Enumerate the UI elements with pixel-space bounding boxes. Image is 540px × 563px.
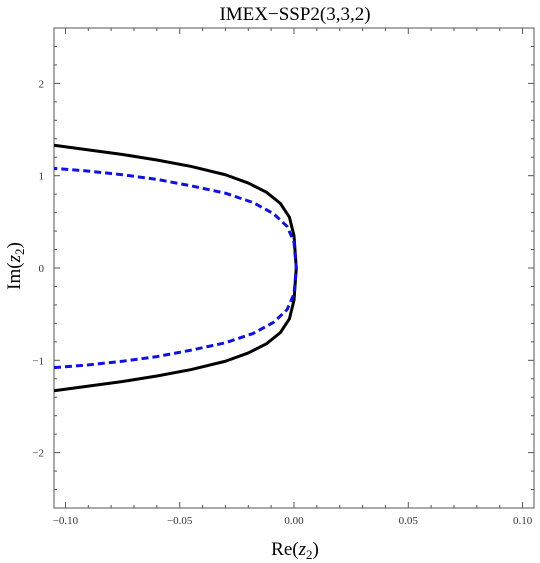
series-line-2-dashed xyxy=(54,166,298,370)
chart-title: IMEX−SSP2(3,3,2) xyxy=(219,4,370,25)
y-tick-label: −1 xyxy=(32,355,44,367)
x-tick-label: 0.00 xyxy=(284,515,304,527)
x-axis-label: Re(z2) xyxy=(271,539,319,562)
x-tick-label: 0.05 xyxy=(399,515,419,527)
plot-curves xyxy=(54,143,298,393)
y-tick-label: 1 xyxy=(39,171,45,183)
y-axis-label: Im(z2) xyxy=(4,242,27,290)
x-tick-label: −0.10 xyxy=(53,515,79,527)
plot-frame xyxy=(53,27,535,509)
x-tick-label: −0.05 xyxy=(167,515,193,527)
y-tick-label: −2 xyxy=(32,448,44,460)
y-tick-label: 0 xyxy=(39,263,45,275)
axis-ticks: −0.10 −0.05 0.00 0.05 0.10 −2 −1 0 1 2 xyxy=(32,27,534,527)
x-tick-label: 0.10 xyxy=(513,515,533,527)
y-tick-label: 2 xyxy=(39,78,45,90)
